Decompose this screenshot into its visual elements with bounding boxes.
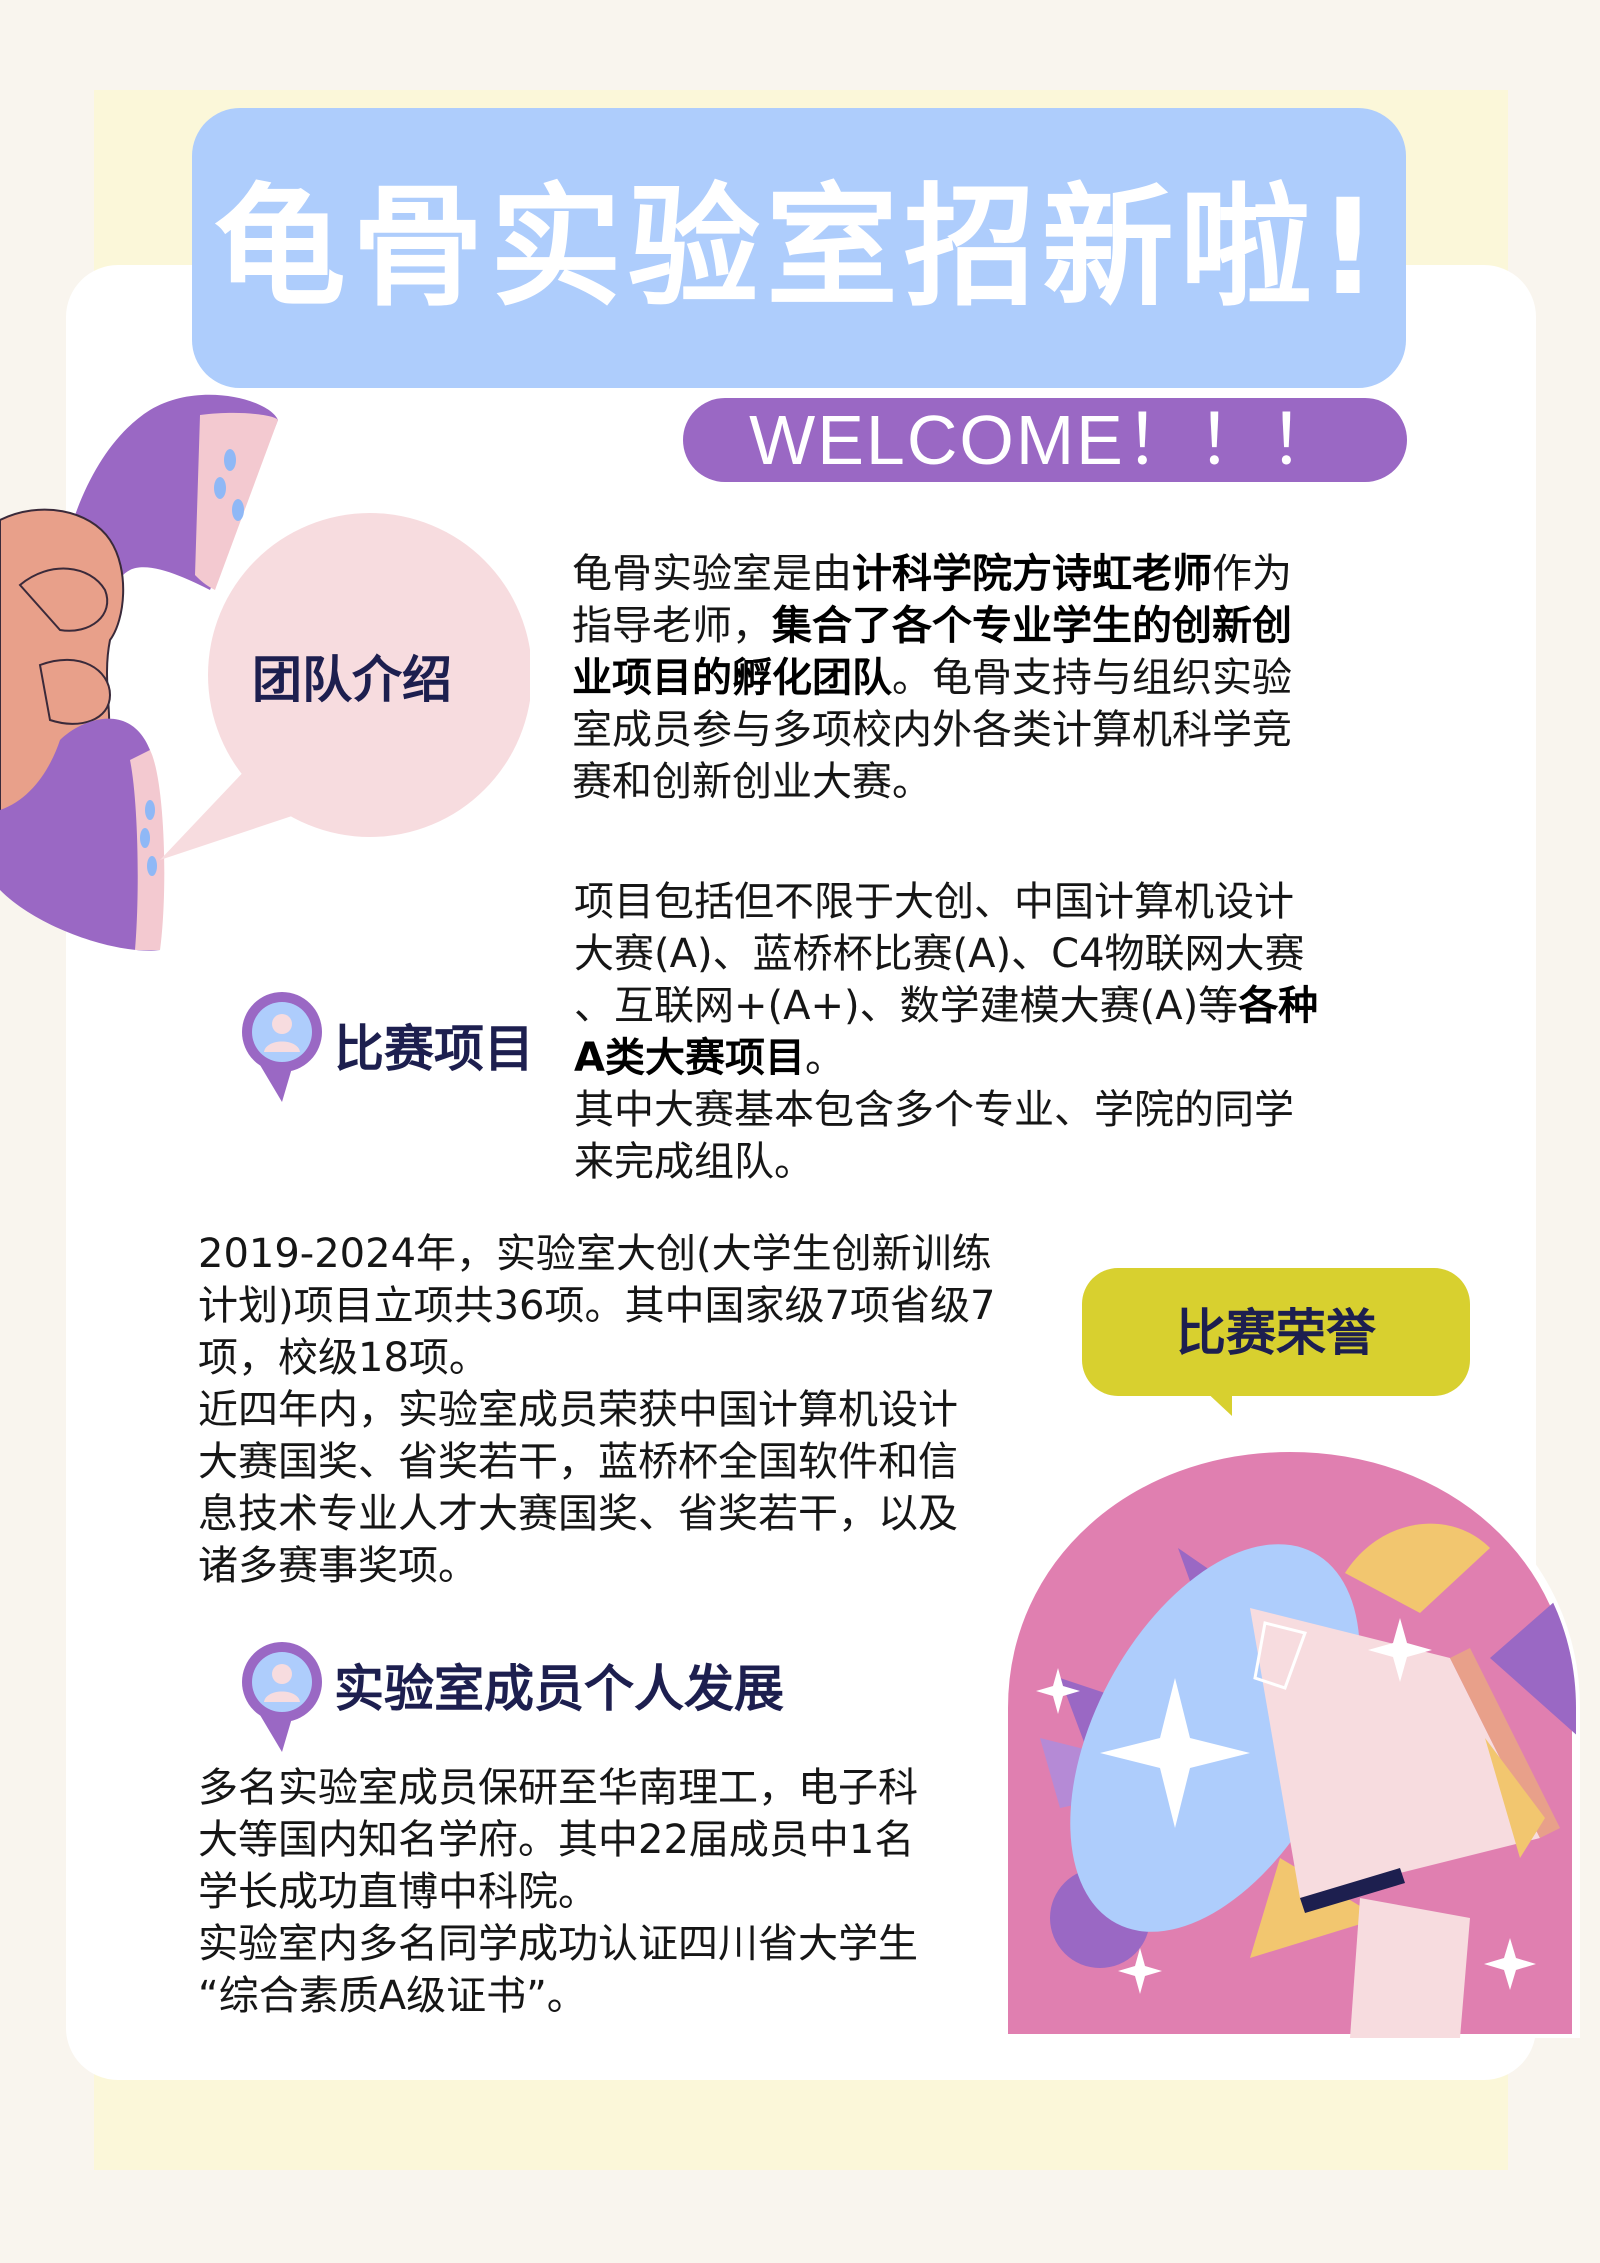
competition-label: 比赛项目 [334, 1020, 534, 1078]
text-line: 业项目的孵化团队。龟骨支持与组织实验 [572, 652, 1292, 704]
text-segment: 大赛(A)、蓝桥杯比赛(A)、C4物联网大赛 [574, 931, 1305, 977]
text-segment: “综合素质A级证书”。 [198, 1973, 587, 2019]
user-avatar-pin-icon [242, 992, 322, 1102]
development-text: 多名实验室成员保研至华南理工，电子科 大等国内知名学府。其中22届成员中1名 学长成… [198, 1762, 918, 2022]
text-line: 诸多赛事奖项。 [198, 1540, 995, 1592]
text-line: 近四年内，实验室成员荣获中国计算机设计 [198, 1384, 995, 1436]
telephone-handset-icon [0, 394, 278, 951]
text-segment: 实验室内多名同学成功认证四川省大学生 [198, 1921, 918, 1967]
text-line: 室成员参与多项校内外各类计算机科学竞 [572, 704, 1292, 756]
text-line: 其中大赛基本包含多个专业、学院的同学 [574, 1084, 1318, 1136]
text-line: 、互联网+(A+)、数学建模大赛(A)等各种 [574, 980, 1318, 1032]
text-segment: 项目包括但不限于大创、中国计算机设计 [574, 879, 1294, 925]
user-avatar-pin-icon [242, 1642, 322, 1752]
title-banner: 龟骨实验室招新啦! [192, 108, 1406, 388]
text-segment: 计划)项目立项共36项。其中国家级7项省级7 [198, 1283, 996, 1329]
achievements-text: 2019-2024年，实验室大创(大学生创新训练 计划)项目立项共36项。其中国家… [198, 1228, 995, 1592]
text-line: 大赛(A)、蓝桥杯比赛(A)、C4物联网大赛 [574, 928, 1318, 980]
honor-label: 比赛荣誉 [1176, 1304, 1376, 1362]
text-line: “综合素质A级证书”。 [198, 1970, 918, 2022]
development-label: 实验室成员个人发展 [334, 1660, 784, 1718]
text-segment: 大赛国奖、省奖若干，蓝桥杯全国软件和信 [198, 1439, 958, 1485]
page-title: 龟骨实验室招新啦! [213, 171, 1385, 325]
text-line: 项，校级18项。 [198, 1332, 995, 1384]
text-segment: 学长成功直博中科院。 [198, 1869, 598, 1915]
text-segment: 其中大赛基本包含多个专业、学院的同学 [574, 1087, 1294, 1133]
text-segment: 来完成组队。 [574, 1139, 814, 1185]
team-intro-text: 龟骨实验室是由计科学院方诗虹老师作为 指导老师，集合了各个专业学生的创新创 业项目的… [572, 548, 1292, 808]
text-segment: 、互联网+(A+)、数学建模大赛(A)等 [574, 983, 1239, 1029]
text-segment: 。 [804, 1035, 845, 1081]
text-line: 息技术专业人才大赛国奖、省奖若干，以及 [198, 1488, 995, 1540]
bold-text-segment: A类大赛项目 [574, 1035, 805, 1081]
text-line: A类大赛项目。 [574, 1032, 1318, 1084]
text-segment: 多名实验室成员保研至华南理工，电子科 [198, 1765, 918, 1811]
text-segment: 项，校级18项。 [198, 1335, 489, 1381]
text-line: 学长成功直博中科院。 [198, 1866, 918, 1918]
text-segment: 息技术专业人才大赛国奖、省奖若干，以及 [198, 1491, 958, 1537]
bold-text-segment: 业项目的孵化团队 [572, 655, 892, 701]
text-segment: 指导老师， [572, 603, 772, 649]
text-line: 赛和创新创业大赛。 [572, 756, 1292, 808]
competition-text: 项目包括但不限于大创、中国计算机设计 大赛(A)、蓝桥杯比赛(A)、C4物联网大赛… [574, 876, 1318, 1188]
bold-text-segment: 各种 [1238, 983, 1319, 1029]
speech-bubble-icon [160, 513, 530, 860]
welcome-pill: WELCOME！！！ [683, 398, 1407, 482]
text-segment: 龟骨实验室是由 [572, 551, 852, 597]
text-line: 实验室内多名同学成功认证四川省大学生 [198, 1918, 918, 1970]
bold-text-segment: 计科学院方诗虹老师 [852, 551, 1212, 597]
text-line: 指导老师，集合了各个专业学生的创新创 [572, 600, 1292, 652]
text-segment: 赛和创新创业大赛。 [572, 759, 932, 805]
text-segment: 2019-2024年，实验室大创(大学生创新训练 [198, 1231, 992, 1277]
text-line: 2019-2024年，实验室大创(大学生创新训练 [198, 1228, 995, 1280]
text-segment: 。龟骨支持与组织实验 [892, 655, 1292, 701]
text-segment: 诸多赛事奖项。 [198, 1543, 478, 1589]
text-segment: 作为 [1212, 551, 1292, 597]
text-segment: 室成员参与多项校内外各类计算机科学竞 [572, 707, 1292, 753]
team-intro-label: 团队介绍 [252, 651, 452, 709]
text-line: 大等国内知名学府。其中22届成员中1名 [198, 1814, 918, 1866]
bold-text-segment: 集合了各个专业学生的创新创 [772, 603, 1292, 649]
megaphone-icon [1000, 1443, 1580, 2038]
text-line: 多名实验室成员保研至华南理工，电子科 [198, 1762, 918, 1814]
text-line: 龟骨实验室是由计科学院方诗虹老师作为 [572, 548, 1292, 600]
text-line: 来完成组队。 [574, 1136, 1318, 1188]
text-line: 项目包括但不限于大创、中国计算机设计 [574, 876, 1318, 928]
text-segment: 近四年内，实验室成员荣获中国计算机设计 [198, 1387, 958, 1433]
text-line: 计划)项目立项共36项。其中国家级7项省级7 [198, 1280, 995, 1332]
speech-bubble-icon [1082, 1268, 1470, 1416]
welcome-text: WELCOME！！！ [749, 401, 1341, 479]
text-line: 大赛国奖、省奖若干，蓝桥杯全国软件和信 [198, 1436, 995, 1488]
text-segment: 大等国内知名学府。其中22届成员中1名 [198, 1817, 915, 1863]
